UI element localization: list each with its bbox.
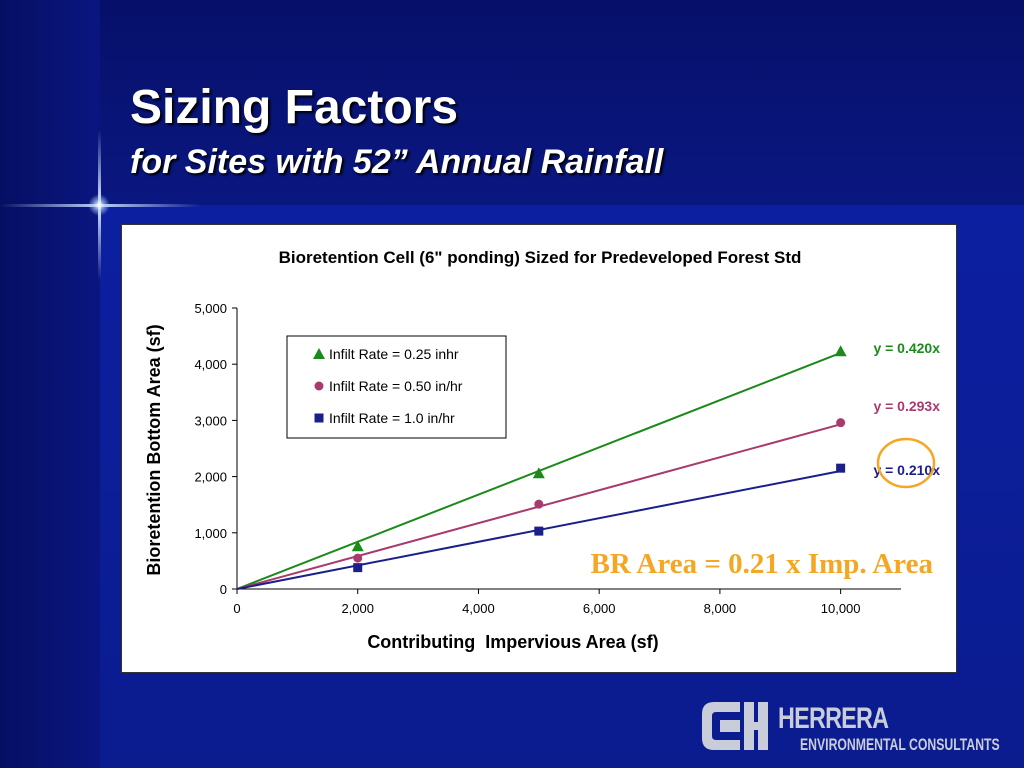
legend-marker-series-0 bbox=[313, 348, 325, 359]
data-point-series-2 bbox=[353, 563, 363, 573]
chart-legend: Infilt Rate = 0.25 inhr Infilt Rate = 0.5… bbox=[286, 335, 507, 439]
y-tick-label: 3,000 bbox=[194, 413, 227, 428]
flare-star-icon bbox=[88, 194, 110, 216]
data-point-series-1 bbox=[353, 553, 363, 563]
x-tick-label: 4,000 bbox=[462, 601, 495, 616]
x-tick-label: 2,000 bbox=[341, 601, 374, 616]
highlight-circle bbox=[876, 437, 936, 489]
data-point-series-2 bbox=[534, 526, 544, 536]
equation-label-series-0: y = 0.420x bbox=[873, 340, 940, 356]
herrera-logo-icon bbox=[702, 702, 768, 750]
x-tick-label: 10,000 bbox=[821, 601, 861, 616]
data-point-series-0 bbox=[532, 467, 545, 479]
y-tick-label: 1,000 bbox=[194, 526, 227, 541]
legend-label-series-2: Infilt Rate = 1.0 in/hr bbox=[329, 410, 455, 426]
chart-title: Bioretention Cell (6" ponding) Sized for… bbox=[279, 248, 802, 267]
legend-marker-series-1 bbox=[314, 381, 324, 391]
bioretention-chart: Bioretention Cell (6" ponding) Sized for… bbox=[144, 248, 940, 652]
y-axis-label: Bioretention Bottom Area (sf) bbox=[144, 324, 164, 575]
data-point-series-0 bbox=[351, 540, 364, 552]
legend-marker-series-2 bbox=[314, 413, 324, 423]
data-point-series-2 bbox=[836, 463, 846, 473]
chart-panel: Bioretention Cell (6" ponding) Sized for… bbox=[121, 224, 957, 673]
data-point-series-1 bbox=[836, 418, 846, 428]
x-tick-label: 0 bbox=[233, 601, 240, 616]
legend-label-series-0: Infilt Rate = 0.25 inhr bbox=[329, 346, 459, 362]
logo-name: HERRERA bbox=[778, 702, 889, 735]
equation-label-series-2: y = 0.210x bbox=[873, 462, 940, 478]
x-tick-label: 6,000 bbox=[583, 601, 616, 616]
y-tick-label: 4,000 bbox=[194, 357, 227, 372]
x-axis-label: Contributing Impervious Area (sf) bbox=[367, 632, 658, 652]
herrera-logo: HERRERA ENVIRONMENTAL CONSULTANTS bbox=[700, 698, 1000, 758]
data-point-series-0 bbox=[834, 345, 847, 357]
equation-label-series-1: y = 0.293x bbox=[873, 398, 940, 414]
slide-title: Sizing Factors bbox=[130, 81, 459, 134]
x-tick-label: 8,000 bbox=[704, 601, 737, 616]
y-tick-label: 0 bbox=[220, 582, 227, 597]
y-tick-label: 5,000 bbox=[194, 301, 227, 316]
legend-label-series-1: Infilt Rate = 0.50 in/hr bbox=[329, 378, 463, 394]
annotation-text: BR Area = 0.21 x Imp. Area bbox=[590, 548, 933, 580]
left-band bbox=[0, 0, 100, 768]
logo-subtitle: ENVIRONMENTAL CONSULTANTS bbox=[800, 735, 1000, 754]
slide-subtitle: for Sites with 52” Annual Rainfall bbox=[130, 143, 664, 181]
data-point-series-1 bbox=[534, 499, 544, 509]
title-band bbox=[0, 0, 1024, 205]
y-tick-label: 2,000 bbox=[194, 470, 227, 485]
